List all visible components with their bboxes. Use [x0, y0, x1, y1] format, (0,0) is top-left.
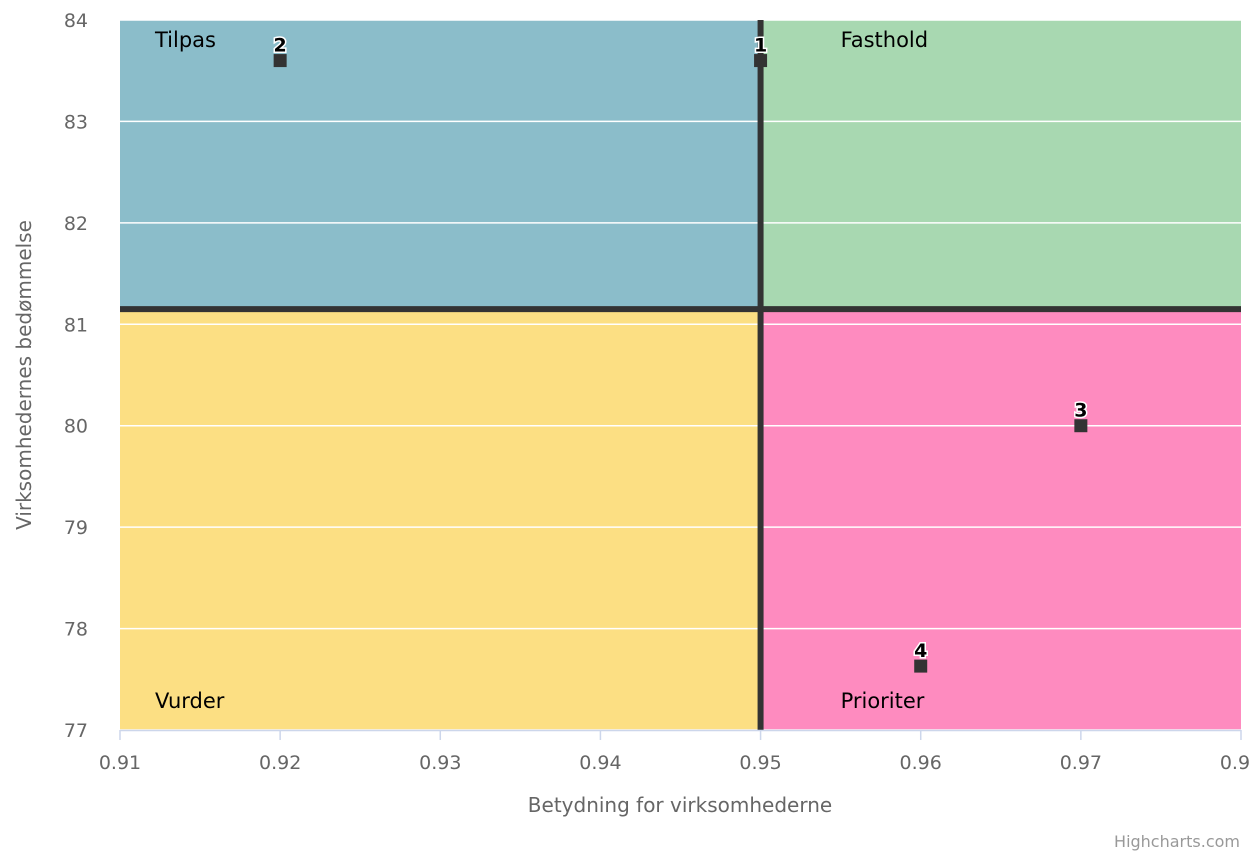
- quadrant-top-left: [120, 20, 761, 310]
- quadrant-dividers: [120, 20, 1241, 730]
- y-tick-label: 78: [64, 619, 88, 641]
- quadrant-labels: Tilpas Fasthold Vurder Prioriter: [154, 28, 928, 713]
- data-label-2: 2: [274, 35, 287, 57]
- x-tick-label: 0.93: [419, 752, 461, 774]
- quadrant-label-top-left: Tilpas: [154, 28, 216, 52]
- quadrant-top-right: [760, 20, 1241, 310]
- data-point-4[interactable]: [914, 659, 928, 673]
- quadrant-label-top-right: Fasthold: [841, 28, 929, 52]
- gridlines: [120, 19, 1241, 731]
- x-tick-label: 0.98: [1220, 752, 1249, 774]
- x-axis-title: Betydning for virksomhederne: [528, 793, 832, 817]
- data-points: 1 2 3 4: [272, 33, 1089, 673]
- x-tick-label: 0.97: [1060, 752, 1102, 774]
- data-point-2[interactable]: [273, 54, 287, 68]
- y-tick-label: 80: [64, 416, 88, 438]
- quadrant-bottom-right: [760, 309, 1241, 730]
- data-label-1: 1: [754, 35, 767, 57]
- data-label-4: 4: [914, 640, 927, 662]
- x-tick-label: 0.94: [579, 752, 621, 774]
- y-tick-label: 81: [64, 314, 88, 336]
- x-axis: 0.91 0.92 0.93 0.94 0.95 0.96 0.97 0.98: [99, 729, 1249, 774]
- quadrant-label-bottom-left: Vurder: [155, 689, 225, 713]
- y-tick-label: 83: [64, 111, 88, 133]
- y-tick-label: 84: [64, 10, 88, 32]
- y-axis-title: Virksomhedernes bedømmelse: [12, 220, 36, 530]
- data-point-3[interactable]: [1074, 419, 1088, 433]
- data-point-1[interactable]: [754, 54, 768, 68]
- y-axis: 77 78 79 80 81 82 83 84: [64, 10, 88, 742]
- y-tick-label: 79: [64, 517, 88, 539]
- quadrant-bottom-left: [120, 309, 761, 730]
- x-tick-label: 0.92: [259, 752, 301, 774]
- quadrant-backgrounds: [120, 20, 1241, 730]
- quadrant-label-bottom-right: Prioriter: [841, 689, 925, 713]
- x-tick-label: 0.96: [900, 752, 942, 774]
- y-tick-label: 77: [64, 720, 88, 742]
- x-tick-label: 0.95: [739, 752, 781, 774]
- y-tick-label: 82: [64, 213, 88, 235]
- highcharts-credits[interactable]: Highcharts.com: [1114, 832, 1240, 851]
- data-label-3: 3: [1074, 400, 1087, 422]
- x-tick-label: 0.91: [99, 752, 141, 774]
